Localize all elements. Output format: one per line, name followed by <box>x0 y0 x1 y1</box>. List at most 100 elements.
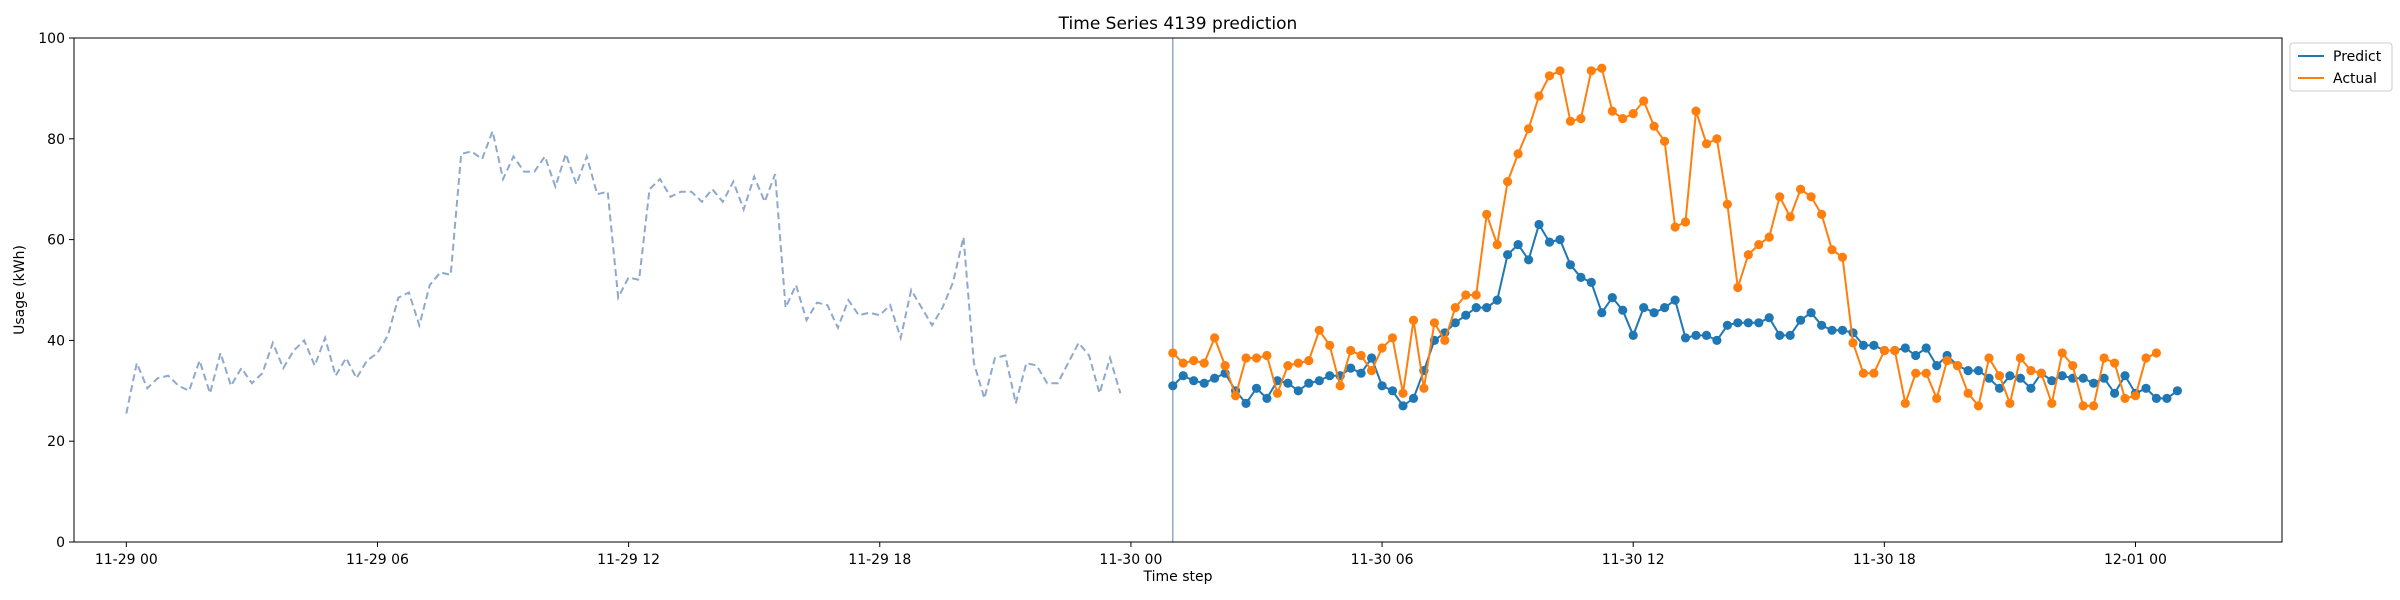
actual-point <box>1189 356 1199 366</box>
actual-point <box>1743 250 1753 260</box>
predict-point <box>2005 371 2015 381</box>
actual-point <box>1754 240 1764 250</box>
actual-point <box>1398 388 1408 398</box>
predict-point <box>1733 318 1743 328</box>
actual-point <box>2110 358 2120 368</box>
legend-predict-label: Predict <box>2333 49 2382 65</box>
predict-point <box>1408 393 1419 403</box>
predict-point <box>1189 376 1199 386</box>
actual-point <box>1178 358 1188 368</box>
predict-point <box>1754 318 1764 328</box>
predict-point <box>1168 381 1178 391</box>
history-line <box>125 127 1122 414</box>
actual-point <box>1639 96 1649 106</box>
predict-point <box>1963 366 1973 376</box>
predict-point <box>1503 250 1513 260</box>
actual-point <box>1890 345 1900 356</box>
actual-point <box>1346 345 1356 356</box>
predict-point <box>1775 330 1785 340</box>
predict-point <box>1691 330 1701 340</box>
actual-point <box>1733 282 1743 293</box>
actual-point <box>1367 366 1377 376</box>
predict-point <box>2099 373 2109 383</box>
x-tick-label: 11-30 00 <box>1099 552 1162 568</box>
predict-point <box>1806 308 1816 318</box>
actual-point <box>2120 393 2130 403</box>
predict-point <box>1178 371 1188 381</box>
predict-point <box>1701 330 1712 340</box>
predict-point <box>2151 393 2161 403</box>
predict-point <box>1325 371 1335 381</box>
predict-point <box>2015 373 2025 383</box>
predict-point <box>1869 340 1879 350</box>
predict-point <box>1911 350 1921 361</box>
y-tick-label: 20 <box>47 434 65 450</box>
actual-point <box>1544 71 1555 81</box>
predict-point <box>1544 237 1555 247</box>
predict-point <box>1492 295 1502 305</box>
predict-point <box>1377 381 1387 391</box>
predict-point <box>1471 303 1481 313</box>
actual-point <box>2057 348 2067 358</box>
actual-point <box>1618 114 1628 124</box>
predict-point <box>1450 318 1460 328</box>
actual-point <box>1984 353 1994 363</box>
x-tick-label: 12-01 00 <box>2104 552 2167 568</box>
predict-point <box>1932 361 1942 371</box>
predict-point <box>1722 320 1732 330</box>
predict-point <box>1796 315 1806 325</box>
actual-point <box>1796 184 1806 194</box>
predict-point <box>1283 378 1293 388</box>
actual-point <box>1701 139 1712 149</box>
predict-point <box>1251 383 1262 393</box>
actual-point <box>1429 318 1439 328</box>
actual-point <box>1314 325 1324 335</box>
actual-point <box>2047 398 2057 408</box>
actual-point <box>1932 393 1942 403</box>
actual-point <box>2026 366 2036 376</box>
chart-title: Time Series 4139 prediction <box>1058 14 1298 34</box>
actual-point <box>1827 245 1837 255</box>
legend: Predict Actual <box>2289 42 2393 92</box>
actual-point <box>1942 356 1952 366</box>
x-axis: 11-29 00 11-29 06 11-29 12 11-29 18 11-30 00… <box>95 542 2167 568</box>
predict-point <box>1817 320 1827 330</box>
predict-point <box>1304 378 1314 388</box>
x-axis-label: Time step <box>1143 569 1213 585</box>
predict-point <box>1607 293 1617 303</box>
history-series <box>125 127 1122 414</box>
predict-point <box>2141 383 2151 393</box>
actual-point <box>2151 348 2161 358</box>
actual-point <box>1231 391 1241 401</box>
actual-point <box>1775 192 1785 202</box>
actual-point <box>1377 343 1387 353</box>
predict-point <box>1356 368 1366 378</box>
actual-point <box>1492 240 1502 250</box>
actual-point <box>2036 368 2046 378</box>
predict-point <box>1293 386 1303 396</box>
predict-point <box>1900 343 1910 353</box>
predict-point <box>1346 363 1356 373</box>
actual-point <box>1199 358 1209 368</box>
predict-point <box>1639 303 1649 313</box>
actual-point <box>1649 121 1659 131</box>
actual-point <box>1722 199 1732 209</box>
predict-point <box>1649 308 1659 318</box>
actual-point <box>1597 63 1607 73</box>
actual-point <box>1670 222 1680 232</box>
predict-point <box>1921 343 1931 353</box>
predict-point <box>2057 371 2067 381</box>
actual-point <box>1482 209 1492 219</box>
predict-point <box>1827 325 1837 335</box>
actual-point <box>1524 124 1534 134</box>
actual-point <box>1168 348 1178 358</box>
actual-point <box>2015 353 2025 363</box>
actual-point <box>1325 340 1335 350</box>
x-tick-label: 11-29 00 <box>95 552 158 568</box>
predict-point <box>1565 260 1575 270</box>
actual-point <box>1576 114 1586 124</box>
predict-point <box>1482 303 1492 313</box>
x-tick-label: 11-29 06 <box>346 552 409 568</box>
actual-point <box>1419 383 1429 393</box>
